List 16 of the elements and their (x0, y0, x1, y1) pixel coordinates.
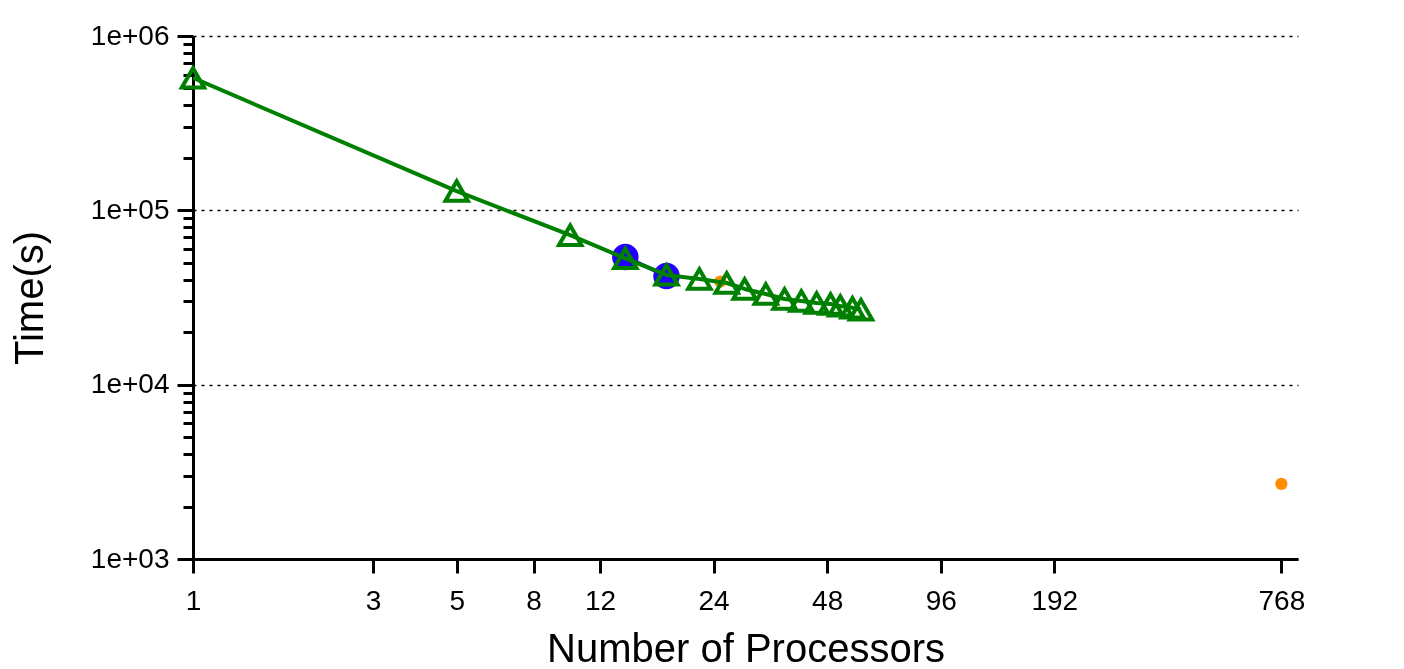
y-tick-label: 1e+04 (90, 368, 170, 400)
y-tick-label: 1e+06 (90, 19, 170, 51)
x-tick-label: 3 (365, 584, 382, 616)
x-tick-label: 48 (812, 584, 844, 616)
y-axis-title: Time(s) (6, 230, 51, 366)
y-tick-label: 1e+03 (90, 542, 170, 574)
x-tick-label: 12 (585, 584, 617, 616)
x-axis-title: Number of Processors (547, 625, 945, 669)
x-tick-label: 8 (526, 584, 542, 616)
x-tick-label: 1 (185, 584, 202, 616)
x-tick-label: 5 (449, 584, 465, 616)
x-tick-label: 768 (1258, 584, 1306, 616)
x-tick-label: 24 (698, 584, 730, 616)
y-tick-label: 1e+05 (90, 193, 170, 225)
x-tick-label: 192 (1031, 584, 1079, 616)
x-tick-label: 96 (925, 584, 957, 616)
